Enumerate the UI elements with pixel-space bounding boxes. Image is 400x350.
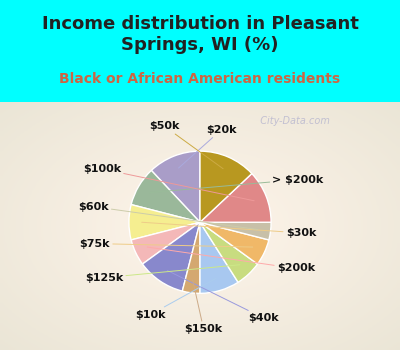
Wedge shape: [142, 222, 200, 291]
Text: City-Data.com: City-Data.com: [254, 117, 330, 126]
Wedge shape: [200, 151, 252, 222]
Text: $40k: $40k: [167, 271, 279, 323]
Text: $200k: $200k: [147, 247, 315, 273]
Wedge shape: [200, 222, 271, 240]
Text: > $200k: > $200k: [150, 175, 324, 193]
Wedge shape: [200, 222, 269, 264]
Text: $60k: $60k: [78, 202, 258, 230]
Wedge shape: [131, 222, 200, 264]
Text: $75k: $75k: [80, 239, 253, 248]
Wedge shape: [151, 151, 200, 222]
Wedge shape: [182, 222, 200, 293]
Wedge shape: [131, 170, 200, 222]
Text: $100k: $100k: [83, 164, 254, 201]
Text: $50k: $50k: [149, 121, 223, 169]
Wedge shape: [129, 204, 200, 240]
Text: $20k: $20k: [178, 125, 236, 168]
Text: $150k: $150k: [184, 280, 223, 334]
Wedge shape: [200, 222, 238, 293]
Text: $10k: $10k: [135, 278, 216, 320]
Text: $30k: $30k: [142, 222, 316, 238]
Text: Black or African American residents: Black or African American residents: [60, 72, 340, 86]
Text: Income distribution in Pleasant
Springs, WI (%): Income distribution in Pleasant Springs,…: [42, 15, 358, 54]
Wedge shape: [200, 174, 271, 222]
Wedge shape: [200, 222, 258, 282]
Text: $125k: $125k: [85, 265, 240, 283]
